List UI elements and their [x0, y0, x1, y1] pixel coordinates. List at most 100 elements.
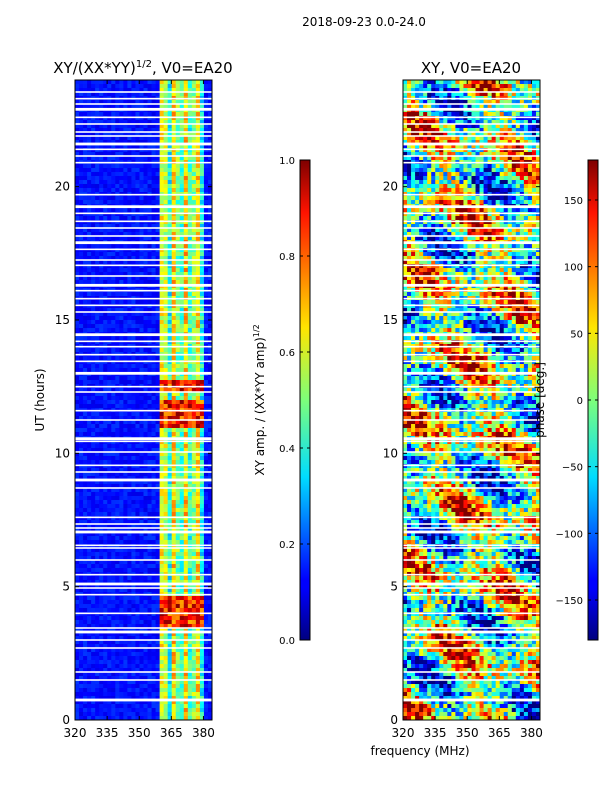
amplitude-cell — [99, 432, 104, 437]
amplitude-cell — [203, 564, 209, 569]
amplitude-cell — [135, 148, 140, 153]
amplitude-cell — [95, 232, 100, 237]
amplitude-cell — [95, 364, 100, 369]
amplitude-cell — [187, 232, 193, 237]
amplitude-cell — [115, 128, 120, 133]
amplitude-cell — [195, 340, 201, 345]
amplitude-cell — [159, 168, 165, 173]
amplitude-cell — [175, 636, 181, 641]
amplitude-cell — [131, 88, 136, 93]
amplitude-cell — [79, 328, 84, 333]
amplitude-cell — [143, 120, 148, 125]
amplitude-cell — [75, 484, 80, 489]
amplitude-cell — [75, 228, 80, 233]
amplitude-cell — [167, 312, 173, 317]
amplitude-cell — [179, 464, 185, 469]
amplitude-cell — [131, 84, 136, 89]
amplitude-cell — [183, 360, 189, 365]
amplitude-cell — [155, 164, 161, 169]
amplitude-cell — [143, 524, 148, 529]
amplitude-cell — [155, 392, 161, 397]
amplitude-cell — [87, 608, 92, 613]
amplitude-cell — [99, 600, 104, 605]
amplitude-cell — [115, 148, 120, 153]
amplitude-cell — [199, 312, 205, 317]
amplitude-cell — [191, 196, 197, 201]
amplitude-cell — [187, 616, 193, 621]
amplitude-cell — [139, 112, 144, 117]
amplitude-cell — [143, 200, 148, 205]
amplitude-cell — [167, 264, 173, 269]
amplitude-cell — [75, 628, 80, 633]
amplitude-cell — [167, 420, 173, 425]
amplitude-cell — [155, 556, 161, 561]
amplitude-cell — [103, 360, 108, 365]
amplitude-cell — [191, 364, 197, 369]
amplitude-cell — [195, 464, 201, 469]
amplitude-cell — [127, 488, 132, 493]
amplitude-cell — [131, 324, 136, 329]
amplitude-cell — [91, 292, 96, 297]
amplitude-cell — [103, 496, 108, 501]
amplitude-cell — [191, 244, 197, 249]
amplitude-cell — [107, 212, 112, 217]
amplitude-cell — [175, 428, 181, 433]
amplitude-cell — [195, 232, 201, 237]
amplitude-cell — [107, 136, 112, 141]
amplitude-cell — [183, 388, 189, 393]
amplitude-cell — [187, 124, 193, 129]
amplitude-cell — [179, 416, 185, 421]
amplitude-cell — [179, 556, 185, 561]
amplitude-cell — [91, 584, 96, 589]
amplitude-cell — [111, 276, 116, 281]
amplitude-cell — [167, 656, 173, 661]
amplitude-cell — [115, 116, 120, 121]
amplitude-cell — [107, 664, 112, 669]
amplitude-cell — [175, 588, 181, 593]
amplitude-cell — [151, 168, 156, 173]
amplitude-cell — [155, 176, 161, 181]
amplitude-cell — [75, 200, 80, 205]
amplitude-cell — [203, 608, 209, 613]
amplitude-cell — [131, 508, 136, 513]
amplitude-cell — [119, 416, 124, 421]
amplitude-cell — [155, 244, 161, 249]
amplitude-cell — [103, 128, 108, 133]
amplitude-cell — [135, 172, 140, 177]
amplitude-cell — [79, 208, 84, 213]
amplitude-cell — [127, 216, 132, 221]
amplitude-cell — [179, 280, 185, 285]
amplitude-cell — [83, 512, 88, 517]
amplitude-cell — [123, 356, 128, 361]
amplitude-cell — [183, 624, 189, 629]
amplitude-cell — [107, 568, 112, 573]
amplitude-cell — [167, 180, 173, 185]
amplitude-cell — [207, 404, 212, 409]
amplitude-cell — [171, 516, 177, 521]
amplitude-cell — [199, 388, 205, 393]
amplitude-cell — [167, 320, 173, 325]
amplitude-cell — [111, 420, 116, 425]
amplitude-cell — [87, 492, 92, 497]
amplitude-cell — [99, 620, 104, 625]
amplitude-cell — [191, 320, 197, 325]
amplitude-cell — [99, 388, 104, 393]
amplitude-cell — [107, 180, 112, 185]
amplitude-cell — [199, 324, 205, 329]
amplitude-cell — [155, 496, 161, 501]
amplitude-cell — [199, 220, 205, 225]
amplitude-cell — [123, 404, 128, 409]
amplitude-cell — [191, 416, 197, 421]
amplitude-cell — [75, 544, 80, 549]
amplitude-cell — [171, 644, 177, 649]
amplitude-cell — [195, 588, 201, 593]
amplitude-cell — [115, 84, 120, 89]
amplitude-cell — [175, 420, 181, 425]
amplitude-cell — [179, 184, 185, 189]
amplitude-cell — [207, 596, 212, 601]
amplitude-cell — [151, 224, 156, 229]
amplitude-cell — [155, 484, 161, 489]
amplitude-cell — [191, 660, 197, 665]
amplitude-cell — [103, 248, 108, 253]
